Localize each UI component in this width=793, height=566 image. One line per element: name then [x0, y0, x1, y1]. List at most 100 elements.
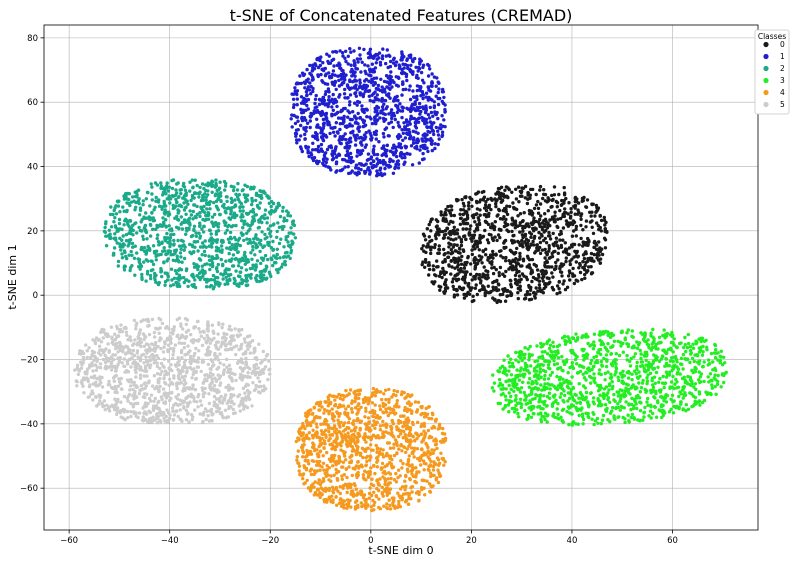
data-point: [118, 210, 122, 214]
data-point: [318, 63, 322, 68]
data-point: [350, 124, 354, 128]
data-point: [257, 241, 262, 245]
data-point: [328, 131, 332, 136]
data-point: [261, 258, 265, 262]
data-point: [439, 210, 443, 214]
data-point: [311, 89, 315, 94]
data-point: [144, 279, 148, 283]
data-point: [527, 355, 531, 359]
data-point: [185, 267, 189, 271]
data-point: [582, 347, 586, 352]
data-point: [586, 403, 591, 407]
data-point: [518, 251, 522, 256]
data-point: [162, 246, 166, 250]
data-point: [199, 205, 203, 209]
data-point: [576, 208, 580, 212]
data-point: [224, 259, 228, 263]
data-point: [505, 228, 509, 232]
data-point: [132, 256, 137, 260]
data-point: [700, 353, 705, 357]
data-point: [332, 151, 337, 156]
data-point: [457, 235, 461, 239]
data-point: [684, 409, 688, 413]
data-point: [635, 346, 640, 350]
data-point: [552, 185, 557, 189]
data-point: [602, 215, 606, 220]
data-point: [442, 118, 446, 122]
data-point: [470, 252, 474, 257]
data-point: [341, 157, 345, 162]
data-point: [327, 120, 331, 125]
data-point: [436, 102, 441, 107]
data-point: [668, 385, 672, 389]
data-point: [162, 201, 166, 206]
data-point: [116, 204, 121, 208]
data-point: [474, 199, 479, 204]
data-point: [537, 283, 542, 287]
data-point: [560, 198, 564, 203]
data-point: [510, 216, 514, 220]
data-point: [275, 256, 279, 261]
data-point: [536, 206, 541, 211]
data-point: [378, 160, 382, 165]
data-point: [523, 346, 527, 350]
data-point: [198, 234, 203, 238]
data-point: [518, 254, 522, 259]
data-point: [413, 56, 417, 61]
data-point: [154, 195, 158, 200]
data-point: [516, 286, 520, 291]
data-point: [162, 260, 166, 264]
data-point: [507, 360, 511, 365]
data-point: [316, 74, 320, 79]
data-point: [225, 281, 229, 285]
data-point: [550, 370, 554, 375]
data-point: [535, 375, 539, 379]
data-point: [685, 380, 689, 385]
data-point: [188, 180, 192, 184]
data-point: [448, 229, 452, 234]
data-point: [421, 96, 425, 101]
data-point: [700, 400, 705, 405]
data-point: [621, 350, 625, 354]
data-point: [426, 62, 430, 67]
data-point: [289, 226, 293, 230]
data-point: [374, 137, 378, 141]
data-point: [420, 157, 425, 162]
data-point: [394, 75, 398, 79]
data-point: [392, 143, 396, 147]
data-point: [492, 381, 497, 385]
data-point: [452, 256, 456, 260]
data-point: [706, 358, 711, 362]
data-point: [664, 364, 669, 368]
data-point: [365, 158, 370, 162]
data-point: [192, 224, 197, 228]
data-point: [300, 149, 304, 154]
data-point: [330, 152, 334, 156]
data-point: [498, 401, 502, 406]
data-point: [179, 215, 183, 219]
data-point: [433, 142, 437, 146]
data-point: [133, 273, 137, 277]
data-point: [491, 288, 496, 292]
data-point: [584, 205, 589, 209]
data-point: [594, 247, 599, 251]
data-point: [220, 248, 224, 252]
data-point: [625, 342, 629, 346]
data-point: [514, 350, 518, 355]
data-point: [623, 417, 627, 421]
data-point: [293, 236, 298, 240]
data-point: [250, 199, 255, 203]
data-point: [539, 383, 543, 387]
data-point: [275, 205, 279, 210]
data-point: [532, 216, 536, 220]
data-point: [176, 259, 181, 263]
data-point: [372, 54, 377, 58]
data-point: [240, 277, 244, 282]
data-point: [319, 113, 323, 118]
data-point: [647, 346, 651, 350]
data-point: [459, 237, 463, 242]
data-point: [535, 344, 539, 348]
data-point: [415, 73, 419, 78]
data-point: [236, 197, 241, 202]
data-point: [359, 135, 363, 140]
